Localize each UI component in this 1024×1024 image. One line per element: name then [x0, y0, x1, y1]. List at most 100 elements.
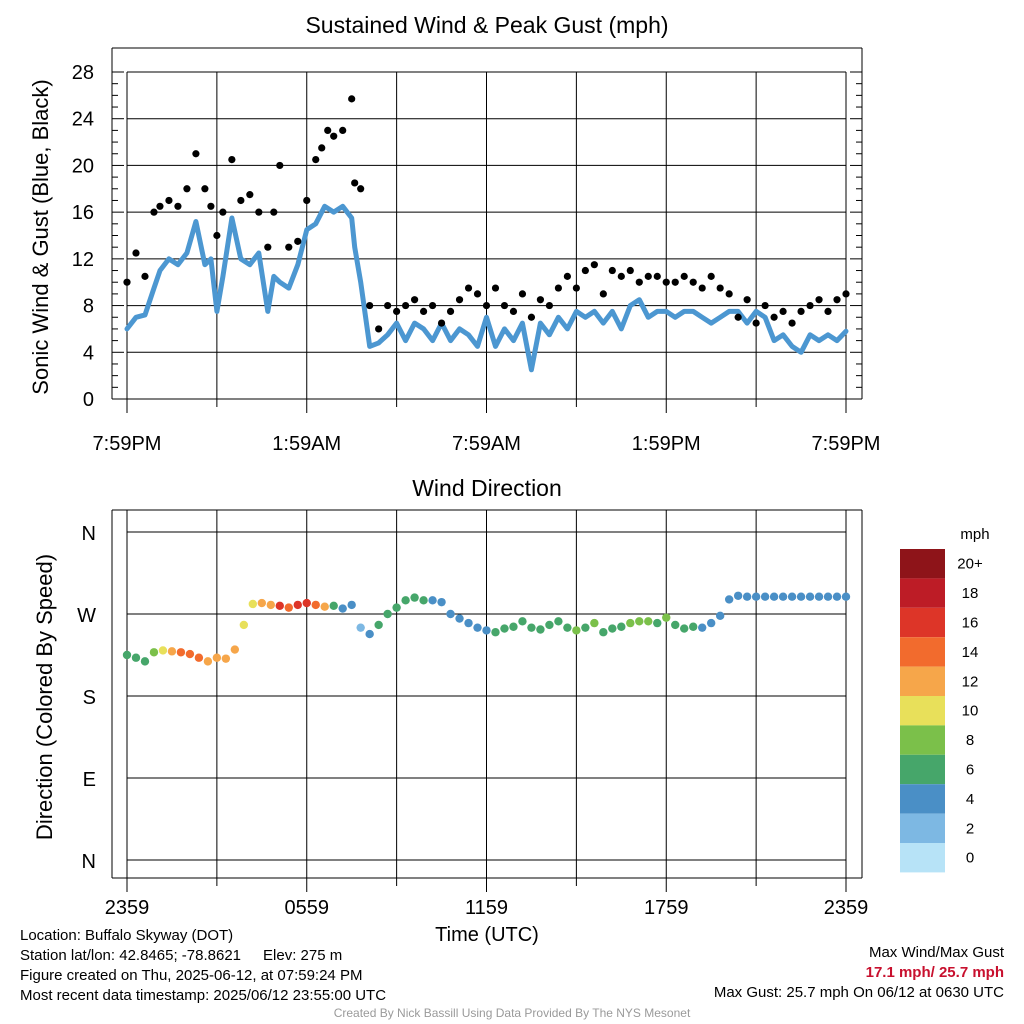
- direction-point: [131, 653, 141, 662]
- direction-point: [733, 591, 743, 600]
- wind-xtick-label: 7:59AM: [452, 433, 521, 455]
- direction-point: [140, 657, 150, 666]
- gust-point: [366, 301, 374, 310]
- direction-point: [563, 623, 572, 632]
- direction-point: [284, 603, 293, 612]
- direction-point: [832, 592, 842, 601]
- direction-point: [823, 592, 833, 601]
- gust-point: [351, 179, 359, 187]
- gust-point: [183, 185, 191, 193]
- colorbar-swatch: [900, 754, 945, 785]
- wind-ytick-label: 12: [72, 249, 94, 271]
- colorbar-label: 16: [962, 615, 979, 632]
- direction-point: [518, 617, 527, 626]
- direction-point: [572, 626, 581, 635]
- direction-point: [599, 628, 608, 637]
- colorbar-swatch: [900, 666, 945, 696]
- wind-ytick-label: 4: [83, 342, 94, 364]
- gust-point: [228, 155, 236, 164]
- gust-point: [644, 272, 652, 280]
- sustained-wind-series: [124, 203, 849, 373]
- direction-point: [841, 592, 851, 601]
- latlon-row: Station lat/lon: 42.8465; -78.8621 Elev: …: [20, 946, 386, 966]
- wind-ytick-label: 24: [72, 109, 94, 131]
- gust-point: [246, 191, 254, 199]
- direction-point: [608, 624, 617, 633]
- direction-point: [500, 624, 509, 633]
- direction-point: [401, 596, 410, 605]
- wind-ytick-label: 8: [83, 296, 94, 318]
- direction-xtick-label: 0559: [285, 897, 330, 919]
- gust-point: [464, 284, 473, 292]
- wind-xtick-label: 1:59AM: [272, 433, 341, 455]
- wind-xtick-label: 7:59PM: [812, 433, 881, 455]
- direction-point: [149, 648, 159, 657]
- direction-point: [365, 629, 374, 639]
- gust-point: [671, 278, 679, 286]
- direction-point: [293, 600, 302, 610]
- direction-point: [581, 623, 590, 632]
- gust-point: [473, 290, 482, 298]
- latlon-text: Station lat/lon: 42.8465; -78.8621: [20, 947, 242, 964]
- direction-ytick-label: N: [82, 851, 96, 873]
- gust-point: [348, 95, 356, 103]
- direction-point: [176, 648, 186, 657]
- gust-point: [608, 266, 616, 275]
- speed-colorbar: 20+ 18 16 14 12 10 8 6 4 2 0: [900, 549, 983, 873]
- colorbar-swatch: [900, 725, 945, 755]
- gust-point: [716, 284, 724, 292]
- colorbar-swatch: [900, 843, 945, 873]
- gust-point: [752, 319, 760, 327]
- gust-point: [446, 307, 455, 316]
- colorbar-swatch: [900, 637, 945, 667]
- direction-point: [446, 609, 455, 619]
- direction-x-ticks: 2359 0559 1159 1759 2359: [105, 897, 869, 919]
- elevation-text: Elev: 275 m: [263, 947, 343, 964]
- direction-xtick-label: 2359: [824, 897, 869, 919]
- gust-point: [165, 196, 173, 205]
- gust-point: [174, 202, 182, 210]
- gust-point: [545, 301, 554, 310]
- colorbar-swatch: [900, 696, 945, 726]
- gust-point: [698, 284, 706, 292]
- direction-ytick-label: S: [83, 687, 96, 709]
- gust-point: [788, 319, 796, 327]
- direction-point: [455, 614, 464, 623]
- direction-point: [275, 601, 284, 610]
- recent-timestamp-text: Most recent data timestamp: 2025/06/12 2…: [20, 987, 387, 1004]
- gust-point: [689, 278, 697, 286]
- direction-point: [482, 626, 491, 635]
- gust-point: [626, 266, 634, 275]
- gust-point: [509, 307, 518, 316]
- gust-point: [419, 307, 428, 316]
- direction-point: [185, 649, 195, 659]
- wind-ytick-label: 16: [72, 202, 94, 224]
- colorbar-unit-label: mph: [960, 526, 989, 543]
- peak-gust-series: [123, 95, 850, 333]
- direction-point: [194, 653, 204, 662]
- direction-x-axis-label: Time (UTC): [435, 924, 539, 946]
- colorbar-label: 10: [962, 703, 979, 720]
- direction-point: [724, 595, 734, 604]
- gust-point: [294, 237, 302, 245]
- gust-point: [536, 296, 545, 304]
- colorbar-label: 14: [962, 644, 979, 661]
- gust-point: [428, 301, 437, 310]
- footer-right: Max Wind/Max Gust 17.1 mph/ 25.7 mph Max…: [714, 943, 1004, 1003]
- gust-point: [455, 296, 464, 304]
- gust-point: [680, 272, 688, 280]
- wind-ytick-label: 0: [83, 389, 94, 411]
- gust-point: [156, 202, 164, 210]
- direction-point: [536, 625, 545, 634]
- gust-point: [572, 284, 580, 292]
- direction-point: [410, 593, 419, 602]
- gust-point: [192, 150, 200, 158]
- direction-point: [302, 598, 311, 608]
- direction-point: [347, 600, 356, 610]
- gust-point: [411, 296, 419, 304]
- gust-point: [393, 307, 401, 316]
- direction-point: [392, 603, 401, 612]
- gust-point: [219, 208, 227, 216]
- direction-xtick-label: 1759: [644, 897, 689, 919]
- direction-point: [769, 592, 779, 601]
